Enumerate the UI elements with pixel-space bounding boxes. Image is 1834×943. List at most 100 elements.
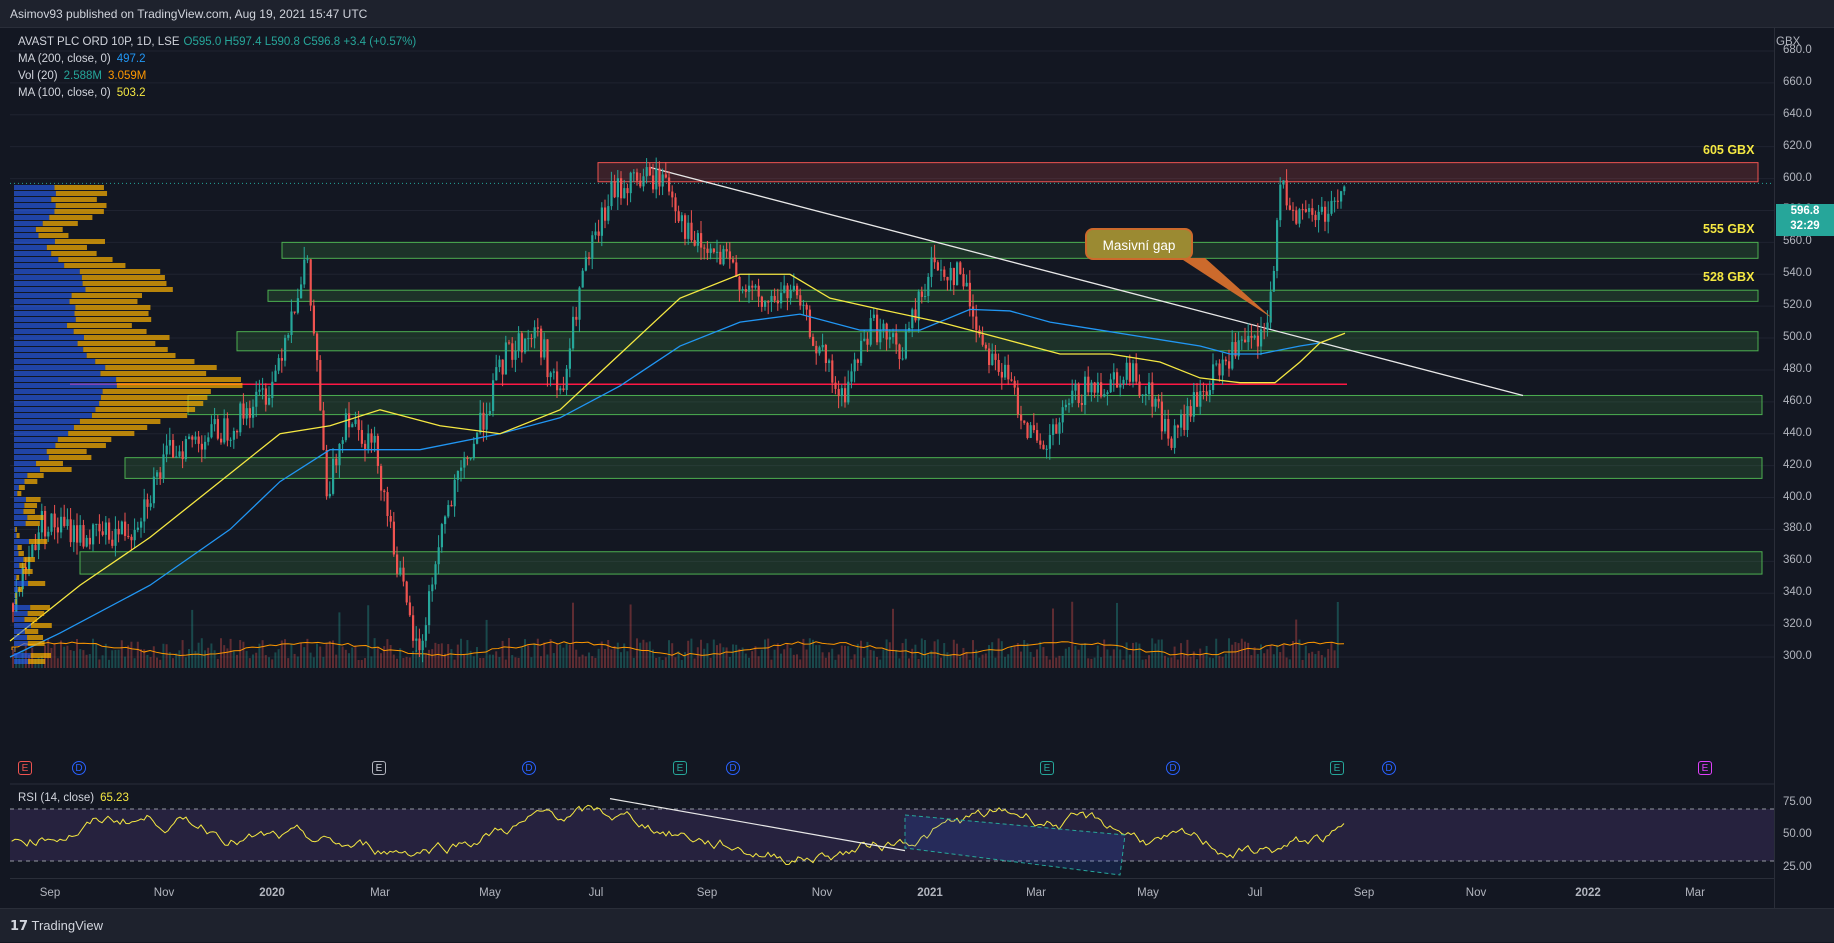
gap-annotation[interactable]: Masivní gap: [1085, 228, 1193, 260]
volume-bar: [1093, 657, 1096, 668]
volume-bar: [943, 643, 946, 668]
volume-bar: [236, 654, 238, 668]
ma100-label[interactable]: MA (100, close, 0): [18, 87, 111, 99]
volume-bar: [700, 639, 702, 668]
candle-body: [1250, 335, 1253, 338]
candle-body: [226, 418, 229, 441]
volume-bar: [1250, 655, 1253, 668]
earnings-event-icon[interactable]: E: [1330, 761, 1344, 775]
dividend-event-icon[interactable]: D: [726, 761, 740, 775]
earnings-event-icon[interactable]: E: [18, 761, 32, 775]
volume-bar: [1212, 658, 1214, 668]
candle-body: [796, 285, 799, 296]
rsi-label[interactable]: RSI (14, close): [18, 792, 95, 804]
volume-profile-down: [101, 395, 208, 400]
candle-body: [1237, 340, 1240, 357]
dividend-event-icon[interactable]: D: [522, 761, 536, 775]
price-tick-label: 480.0: [1783, 362, 1812, 375]
candle-body: [34, 544, 37, 551]
volume-profile-down: [17, 545, 22, 550]
candle-body: [933, 257, 936, 263]
volume-bar: [1279, 652, 1282, 668]
dividend-event-icon[interactable]: D: [1166, 761, 1180, 775]
volume-profile-up: [14, 629, 25, 634]
candle-body: [1228, 361, 1231, 369]
volume-bar: [264, 655, 267, 668]
volume-profile-up: [14, 323, 68, 328]
candle-body: [229, 439, 232, 441]
volume-bar: [140, 649, 142, 668]
candle-body: [1128, 362, 1131, 382]
volume-profile-down: [99, 401, 204, 406]
volume-bar: [229, 638, 232, 668]
candle-body: [1032, 425, 1035, 431]
volume-profile-down: [27, 473, 44, 478]
volume-bar: [248, 658, 251, 668]
volume-bar: [924, 640, 926, 668]
volume-bar: [1186, 639, 1189, 668]
volume-bar: [581, 654, 584, 668]
candle-body: [162, 454, 165, 479]
volume-bar: [367, 605, 370, 668]
volume-bar: [748, 657, 750, 668]
volume-bar: [940, 657, 942, 668]
volume-label[interactable]: Vol (20): [18, 70, 58, 82]
volume-profile-up: [14, 341, 78, 346]
earnings-event-icon[interactable]: E: [372, 761, 386, 775]
candle-body: [242, 403, 245, 419]
volume-profile-up: [14, 521, 26, 526]
candle-body: [149, 503, 152, 507]
volume-bar: [524, 639, 526, 668]
footer-brand[interactable]: TradingView: [31, 918, 104, 933]
candle-body: [744, 289, 747, 292]
volume-bar: [495, 651, 498, 668]
ma200-label[interactable]: MA (200, close, 0): [18, 53, 111, 65]
volume-bar: [1218, 655, 1221, 668]
candle-body: [540, 328, 543, 358]
volume-value: 2.588M: [63, 70, 102, 82]
volume-bar: [402, 658, 405, 668]
candle-body: [632, 172, 635, 174]
candle-body: [645, 167, 648, 177]
volume-bar: [1167, 657, 1170, 668]
dividend-event-icon[interactable]: D: [1382, 761, 1396, 775]
volume-profile-up: [14, 353, 87, 358]
volume-bar: [1221, 656, 1224, 668]
candle-body: [344, 413, 347, 441]
support-resistance-zone: [124, 457, 1763, 479]
volume-profile-down: [46, 245, 87, 250]
earnings-event-icon[interactable]: E: [1698, 761, 1712, 775]
candle-body: [1077, 383, 1080, 403]
last-price: 596.8: [1790, 205, 1820, 217]
volume-bar: [677, 651, 680, 668]
candle-body: [722, 249, 725, 265]
volume-bar: [1096, 645, 1099, 668]
currency-unit[interactable]: GBX: [1776, 36, 1801, 48]
volume-bar: [584, 656, 587, 668]
tradingview-logo-icon[interactable]: 𝟭𝟳: [10, 918, 29, 933]
earnings-event-icon[interactable]: E: [1040, 761, 1054, 775]
price-axis[interactable]: 680.0660.0640.0620.0600.0580.0560.0540.0…: [1774, 28, 1834, 908]
volume-bar: [1244, 641, 1246, 668]
volume-profile-down: [51, 251, 97, 256]
candle-body: [453, 479, 456, 507]
volume-bar: [357, 659, 360, 668]
candle-body: [1183, 414, 1186, 430]
candle-body: [450, 504, 453, 507]
dividend-event-icon[interactable]: D: [72, 761, 86, 775]
candle-body: [1058, 422, 1061, 434]
volume-profile-up: [14, 203, 56, 208]
volume-bar: [360, 659, 363, 668]
symbol-title[interactable]: AVAST PLC ORD 10P, 1D, LSE: [18, 36, 180, 48]
volume-profile-down: [48, 455, 92, 460]
candle-body: [930, 257, 933, 277]
candle-body: [952, 267, 955, 286]
candle-body: [959, 262, 962, 275]
candle-body: [200, 443, 203, 450]
volume-bar: [930, 650, 933, 668]
volume-bar: [85, 654, 88, 668]
earnings-event-icon[interactable]: E: [673, 761, 687, 775]
time-axis[interactable]: Sep Nov 2020 Mar May Jul Sep Nov 2021 Mar May Jul Se…: [10, 878, 1774, 909]
candle-body: [255, 391, 258, 407]
